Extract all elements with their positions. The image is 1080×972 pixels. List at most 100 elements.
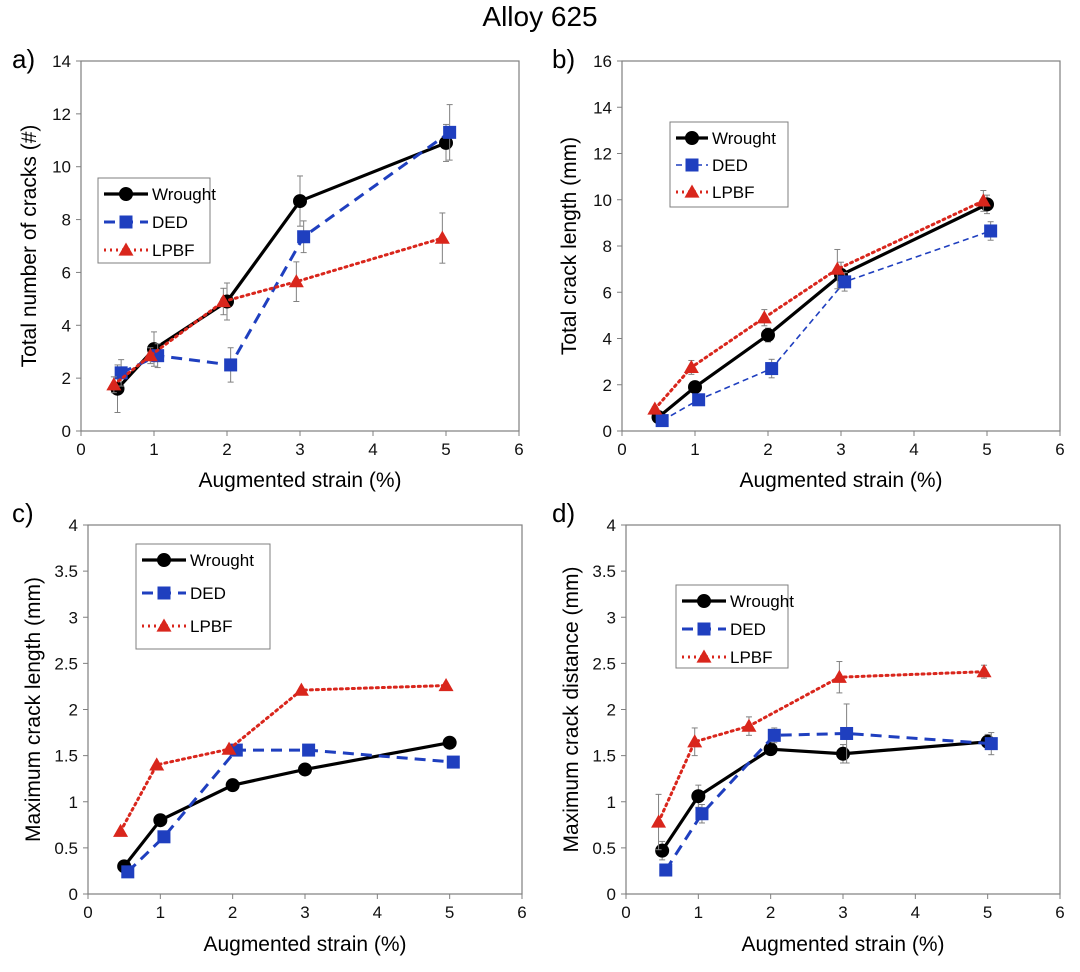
legend-label-lpbf: LPBF: [730, 648, 773, 667]
x-tick-label: 0: [76, 440, 85, 459]
legend-marker-ded: [697, 622, 711, 636]
x-tick-label: 3: [838, 903, 847, 922]
panel-label: a): [12, 44, 35, 74]
plot-area-frame: [621, 60, 1061, 432]
data-point: [121, 865, 135, 879]
legend: Wrought DED LPBF: [135, 543, 271, 650]
y-tick-label: 6: [603, 283, 612, 302]
data-point: [984, 224, 998, 238]
x-tick-label: 2: [222, 440, 231, 459]
series-lpbf: [113, 678, 454, 837]
y-tick-label: 2: [62, 369, 71, 388]
x-axis-title: Augmented strain (%): [203, 933, 406, 956]
x-tick-label: 6: [1055, 440, 1064, 459]
legend-box: [675, 584, 789, 669]
y-tick-label: 1.5: [592, 747, 616, 766]
data-point: [975, 193, 991, 207]
y-tick-label: 10: [593, 191, 612, 210]
x-tick-label: 3: [836, 440, 845, 459]
data-point: [442, 735, 457, 750]
y-tick-label: 0: [62, 422, 71, 441]
data-point: [221, 741, 237, 755]
data-point: [683, 359, 699, 374]
x-tick-label: 3: [295, 440, 304, 459]
data-point: [829, 261, 845, 275]
data-point: [691, 789, 706, 804]
x-tick-label: 1: [694, 903, 703, 922]
x-tick-label: 6: [514, 440, 523, 459]
y-axis-title: Maximum crack distance (mm): [560, 567, 583, 853]
y-tick-label: 4: [603, 330, 612, 349]
y-tick-label: 0: [607, 885, 616, 904]
data-point: [655, 843, 670, 858]
data-point: [976, 664, 992, 678]
x-tick-label: 2: [766, 903, 775, 922]
data-point: [831, 669, 847, 683]
x-tick-label: 4: [911, 903, 920, 922]
data-point: [836, 746, 850, 761]
legend-label-lpbf: LPBF: [190, 617, 233, 636]
x-tick-label: 2: [763, 440, 772, 459]
data-point: [763, 742, 778, 757]
data-point: [655, 414, 669, 428]
legend: Wrought DED LPBF: [675, 584, 794, 669]
legend-label-lpbf: LPBF: [712, 183, 755, 202]
legend-marker-wrought: [685, 131, 699, 145]
y-tick-label: 2: [69, 701, 78, 720]
y-tick-label: 4: [607, 516, 616, 535]
series-line: [664, 731, 992, 871]
x-tick-label: 0: [617, 440, 626, 459]
legend-label-wrought: Wrought: [152, 185, 216, 204]
x-tick-label: 4: [368, 440, 377, 459]
y-tick-label: 1.5: [54, 747, 78, 766]
y-tick-label: 2: [603, 376, 612, 395]
x-tick-label: 0: [83, 903, 92, 922]
legend-label-ded: DED: [712, 156, 748, 175]
data-point: [756, 310, 772, 324]
data-point: [688, 380, 702, 395]
data-point: [114, 366, 128, 380]
legend-marker-ded: [119, 215, 133, 229]
legend-marker-wrought: [157, 553, 171, 567]
data-point: [443, 125, 457, 139]
y-tick-label: 1: [607, 793, 616, 812]
legend: Wrought DED LPBF: [669, 121, 789, 208]
legend-marker-wrought: [119, 187, 133, 201]
x-tick-label: 1: [156, 903, 165, 922]
x-tick-label: 5: [982, 440, 991, 459]
panel-label: c): [12, 498, 34, 528]
x-tick-label: 5: [441, 440, 450, 459]
data-point: [434, 230, 450, 244]
data-point: [298, 762, 312, 777]
x-tick-label: 6: [1055, 903, 1064, 922]
series-lpbf: [647, 190, 991, 415]
legend-marker-lpbf: [696, 649, 712, 663]
legend-label-wrought: Wrought: [730, 592, 794, 611]
legend-label-ded: DED: [152, 213, 188, 232]
data-point: [293, 194, 307, 209]
y-tick-label: 14: [52, 52, 71, 71]
data-point: [142, 348, 158, 362]
data-point: [761, 328, 775, 343]
data-point: [687, 734, 703, 748]
y-tick-label: 1: [69, 793, 78, 812]
y-tick-label: 14: [593, 98, 612, 117]
y-axis-title: Total crack length (mm): [558, 137, 581, 355]
plot-area-frame: [625, 524, 1061, 895]
data-point: [438, 678, 454, 692]
series-ded: [114, 104, 457, 387]
x-tick-label: 4: [373, 903, 382, 922]
x-axis-title: Augmented strain (%): [741, 933, 944, 956]
data-point: [695, 807, 709, 821]
data-point: [647, 401, 663, 415]
y-tick-label: 8: [603, 237, 612, 256]
series-wrought: [651, 194, 994, 425]
series-ded: [659, 703, 998, 877]
chart-panel-3: c) 0 1 2 3 4 5 6 0 0.5 1 1.5 2 2.5 3 3.5 4 Augmented stra…: [12, 498, 527, 956]
y-tick-label: 3.5: [54, 562, 78, 581]
legend-label-wrought: Wrought: [712, 129, 776, 148]
data-point: [651, 814, 667, 828]
